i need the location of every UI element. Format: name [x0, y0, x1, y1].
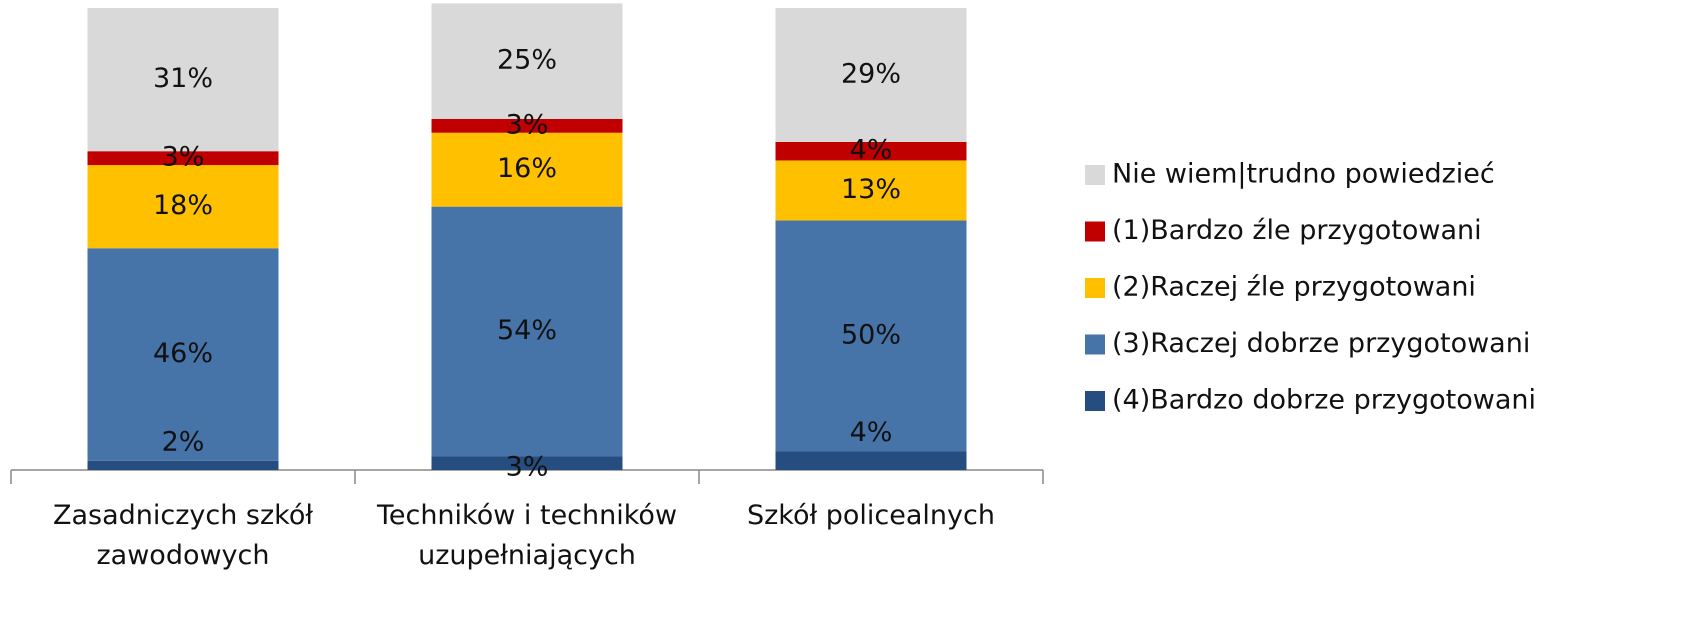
- legend-label: (4)Bardzo dobrze przygotowani: [1112, 385, 1536, 416]
- data-label: 16%: [497, 153, 557, 184]
- bar-segment: [775, 451, 967, 470]
- bar-segment: [87, 248, 279, 461]
- x-tick-label: Techników i techników uzupełniających: [376, 500, 678, 571]
- data-label: 31%: [153, 63, 213, 94]
- bar-segment: [431, 118, 623, 133]
- bar-segment: [775, 220, 967, 452]
- legend-swatch: [1085, 278, 1105, 298]
- legend-swatch: [1085, 165, 1105, 185]
- x-tick-label: Zasadniczych szkół zawodowych: [52, 500, 314, 571]
- bar-segment: [87, 460, 279, 470]
- legend-swatch: [1085, 391, 1105, 411]
- bar-segment: [431, 3, 623, 119]
- data-label: 2%: [162, 426, 205, 457]
- legend-swatch: [1085, 334, 1105, 355]
- bar-segment: [431, 456, 623, 470]
- data-label: 18%: [153, 190, 213, 221]
- data-label: 13%: [841, 174, 901, 205]
- bar-segment: [87, 8, 279, 152]
- data-label: 3%: [506, 109, 549, 140]
- bar-segment: [775, 160, 967, 221]
- legend-swatch: [1085, 221, 1105, 242]
- data-label: 3%: [162, 142, 205, 173]
- data-label: 46%: [153, 338, 213, 369]
- data-label: 3%: [506, 452, 549, 483]
- data-label: 29%: [841, 58, 901, 89]
- legend-label: Nie wiem|trudno powiedzieć: [1112, 159, 1495, 190]
- data-label: 50%: [841, 320, 901, 351]
- bar-segment: [431, 206, 623, 457]
- bar-segment: [87, 151, 279, 166]
- data-label: 4%: [850, 417, 893, 448]
- bar-segment: [775, 8, 967, 142]
- legend-label: (1)Bardzo źle przygotowani: [1112, 215, 1482, 246]
- x-tick-label: Szkół policealnych: [747, 500, 995, 531]
- bar-segment: [87, 165, 279, 249]
- legend-label: (3)Raczej dobrze przygotowani: [1112, 328, 1530, 359]
- bar-segment: [431, 132, 623, 207]
- bar-segment: [775, 141, 967, 161]
- data-label: 54%: [497, 315, 557, 346]
- data-label: 25%: [497, 45, 557, 76]
- data-label: 4%: [850, 135, 893, 166]
- legend-label: (2)Raczej źle przygotowani: [1112, 272, 1476, 303]
